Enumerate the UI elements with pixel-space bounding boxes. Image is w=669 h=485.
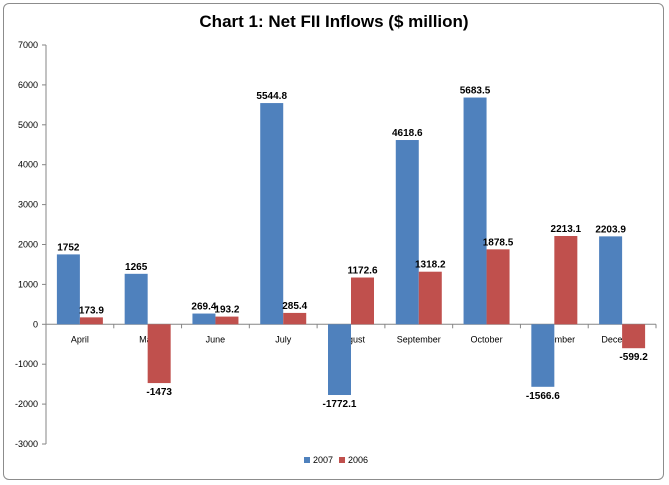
data-label: 193.2	[214, 305, 239, 316]
data-label: 2203.9	[595, 224, 626, 235]
bar-2006-december	[622, 324, 646, 349]
y-tick-label: 1000	[18, 279, 38, 289]
data-label: 5544.8	[256, 91, 287, 102]
y-tick-label: -2000	[15, 399, 38, 409]
bar-2007-may	[124, 273, 148, 325]
bar-2007-august	[328, 324, 351, 396]
category-label: July	[275, 334, 292, 344]
data-label: 269.4	[191, 302, 216, 313]
data-label: 1265	[125, 262, 148, 273]
bar-2007-june	[192, 313, 216, 325]
y-tick-label: 5000	[18, 120, 38, 130]
chart-title: Chart 1: Net FII Inflows ($ million)	[199, 12, 468, 31]
y-tick-label: 6000	[18, 80, 38, 90]
bar-2006-august	[351, 277, 374, 325]
legend-label-2006: 2006	[348, 455, 368, 465]
data-label: 1878.5	[483, 237, 514, 248]
y-tick-label: 2000	[18, 240, 38, 250]
category-label: October	[471, 334, 503, 344]
bars-layer	[56, 97, 646, 396]
bar-2007-december	[599, 236, 623, 325]
data-label: 1752	[57, 242, 80, 253]
y-tick-label: 4000	[18, 160, 38, 170]
legend: 2007 2006	[304, 455, 368, 465]
bar-2006-june	[215, 316, 239, 325]
category-label: April	[71, 334, 89, 344]
bar-2006-october	[486, 249, 510, 325]
data-label: -1473	[146, 387, 172, 398]
category-label: August	[337, 334, 366, 344]
bar-2007-july	[260, 103, 284, 325]
data-label: -1772.1	[323, 399, 357, 410]
bar-2006-may	[147, 324, 171, 384]
data-label: 5683.5	[460, 86, 491, 97]
data-label: 2213.1	[551, 224, 582, 235]
data-label: -1566.6	[526, 391, 560, 402]
category-label: November	[534, 334, 576, 344]
bar-2007-april	[56, 254, 80, 325]
bar-2006-november	[554, 235, 578, 325]
legend-label-2007: 2007	[313, 455, 333, 465]
bar-2006-april	[79, 317, 103, 325]
category-label: June	[206, 334, 226, 344]
chart-frame	[3, 3, 664, 480]
data-label: 1172.6	[347, 266, 377, 277]
legend-swatch-2007	[304, 457, 310, 463]
bar-2006-july	[283, 312, 307, 325]
bar-2006-september	[418, 271, 442, 325]
data-label: 1318.2	[415, 260, 446, 271]
data-label: -599.2	[619, 352, 648, 363]
y-tick-label: -1000	[15, 359, 38, 369]
bar-2007-october	[463, 97, 487, 325]
data-label: 285.4	[282, 301, 307, 312]
bar-2007-september	[395, 140, 419, 325]
y-tick-label: 3000	[18, 200, 38, 210]
data-label: 173.9	[79, 305, 104, 316]
y-tick-label: -3000	[15, 439, 38, 449]
y-tick-label: 0	[33, 319, 38, 329]
data-label: 4618.6	[392, 128, 423, 139]
y-tick-label: 7000	[18, 40, 38, 50]
legend-swatch-2006	[339, 457, 345, 463]
category-label: September	[397, 334, 441, 344]
bar-2007-november	[531, 324, 555, 387]
